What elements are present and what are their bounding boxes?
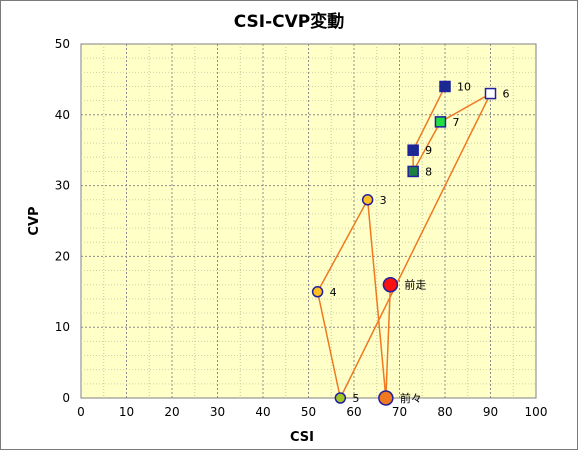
x-tick-label: 30 — [210, 405, 225, 419]
x-tick-label: 20 — [164, 405, 179, 419]
x-tick-label: 0 — [77, 405, 85, 419]
x-axis-title: CSI — [290, 430, 314, 445]
data-point-label: 6 — [503, 88, 510, 101]
connector-lines — [316, 86, 493, 401]
data-point-label: 4 — [330, 286, 337, 299]
x-tick-label: 60 — [346, 405, 361, 419]
tick-labels: 0 10 20 30 40 50 60 70 80 90 100 0 10 20 30 40 50 — [55, 37, 548, 419]
y-tick-label: 10 — [55, 320, 70, 334]
chart-title: CSI-CVP変動 — [234, 11, 345, 32]
data-point-label: 3 — [380, 194, 387, 207]
y-tick-label: 30 — [55, 179, 70, 193]
data-point-marker — [382, 276, 399, 293]
data-point-label: 前々 — [400, 391, 422, 405]
data-point-marker — [484, 87, 497, 100]
data-point-marker — [334, 392, 347, 404]
data-point-label: 前走 — [404, 278, 426, 292]
x-tick-label: 70 — [392, 405, 407, 419]
grid — [81, 44, 536, 398]
x-tick-label: 50 — [301, 405, 316, 419]
x-tick-label: 100 — [525, 405, 548, 419]
x-tick-label: 10 — [119, 405, 134, 419]
data-point-marker — [311, 286, 324, 298]
y-tick-label: 0 — [62, 391, 70, 405]
y-axis-title: CVP — [27, 206, 42, 235]
data-point-label: 7 — [452, 116, 459, 129]
y-tick-label: 50 — [55, 37, 70, 51]
data-point-label: 9 — [425, 144, 432, 157]
data-point-marker — [361, 194, 374, 206]
data-point-label: 10 — [457, 80, 471, 93]
x-tick-label: 40 — [255, 405, 270, 419]
x-tick-label: 80 — [437, 405, 452, 419]
data-point-marker — [439, 80, 451, 93]
data-point-marker — [378, 390, 394, 406]
data-point-label: 5 — [352, 392, 359, 405]
data-point-marker — [407, 144, 419, 156]
data-point-marker — [407, 165, 419, 178]
y-tick-label: 40 — [55, 108, 70, 122]
data-point-label: 8 — [425, 165, 432, 178]
x-tick-label: 90 — [483, 405, 498, 419]
series-line — [316, 86, 493, 401]
data-point-marker — [434, 116, 447, 128]
y-tick-label: 20 — [55, 249, 70, 263]
